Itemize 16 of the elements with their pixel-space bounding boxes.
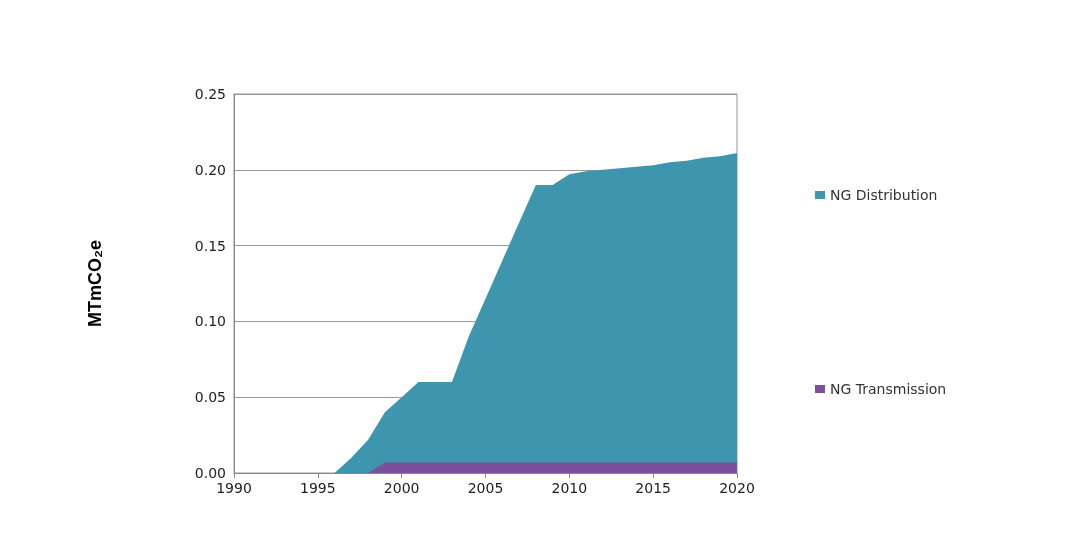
y-tick-label: 0.15 bbox=[194, 237, 226, 254]
legend-label: NG Distribution bbox=[830, 187, 938, 203]
y-tick-label: 0.00 bbox=[194, 465, 226, 481]
y-axis-title: MTmCO₂e bbox=[85, 239, 105, 328]
y-tick-label: 0.25 bbox=[194, 86, 226, 102]
x-tick-label: 2005 bbox=[467, 480, 504, 496]
x-tick-label: 2010 bbox=[551, 480, 588, 496]
y-tick-label: 0.05 bbox=[194, 389, 226, 406]
x-tick-label: 1995 bbox=[300, 480, 336, 496]
y-tick-label: 0.10 bbox=[194, 313, 226, 330]
x-tick-label: 2015 bbox=[635, 480, 671, 496]
y-tick-label: 0.20 bbox=[194, 161, 226, 178]
x-tick-label: 1990 bbox=[216, 480, 252, 496]
x-tick-label: 2020 bbox=[719, 480, 755, 496]
x-tick-label: 2000 bbox=[383, 480, 420, 496]
legend-label: NG Transmission bbox=[830, 381, 947, 397]
